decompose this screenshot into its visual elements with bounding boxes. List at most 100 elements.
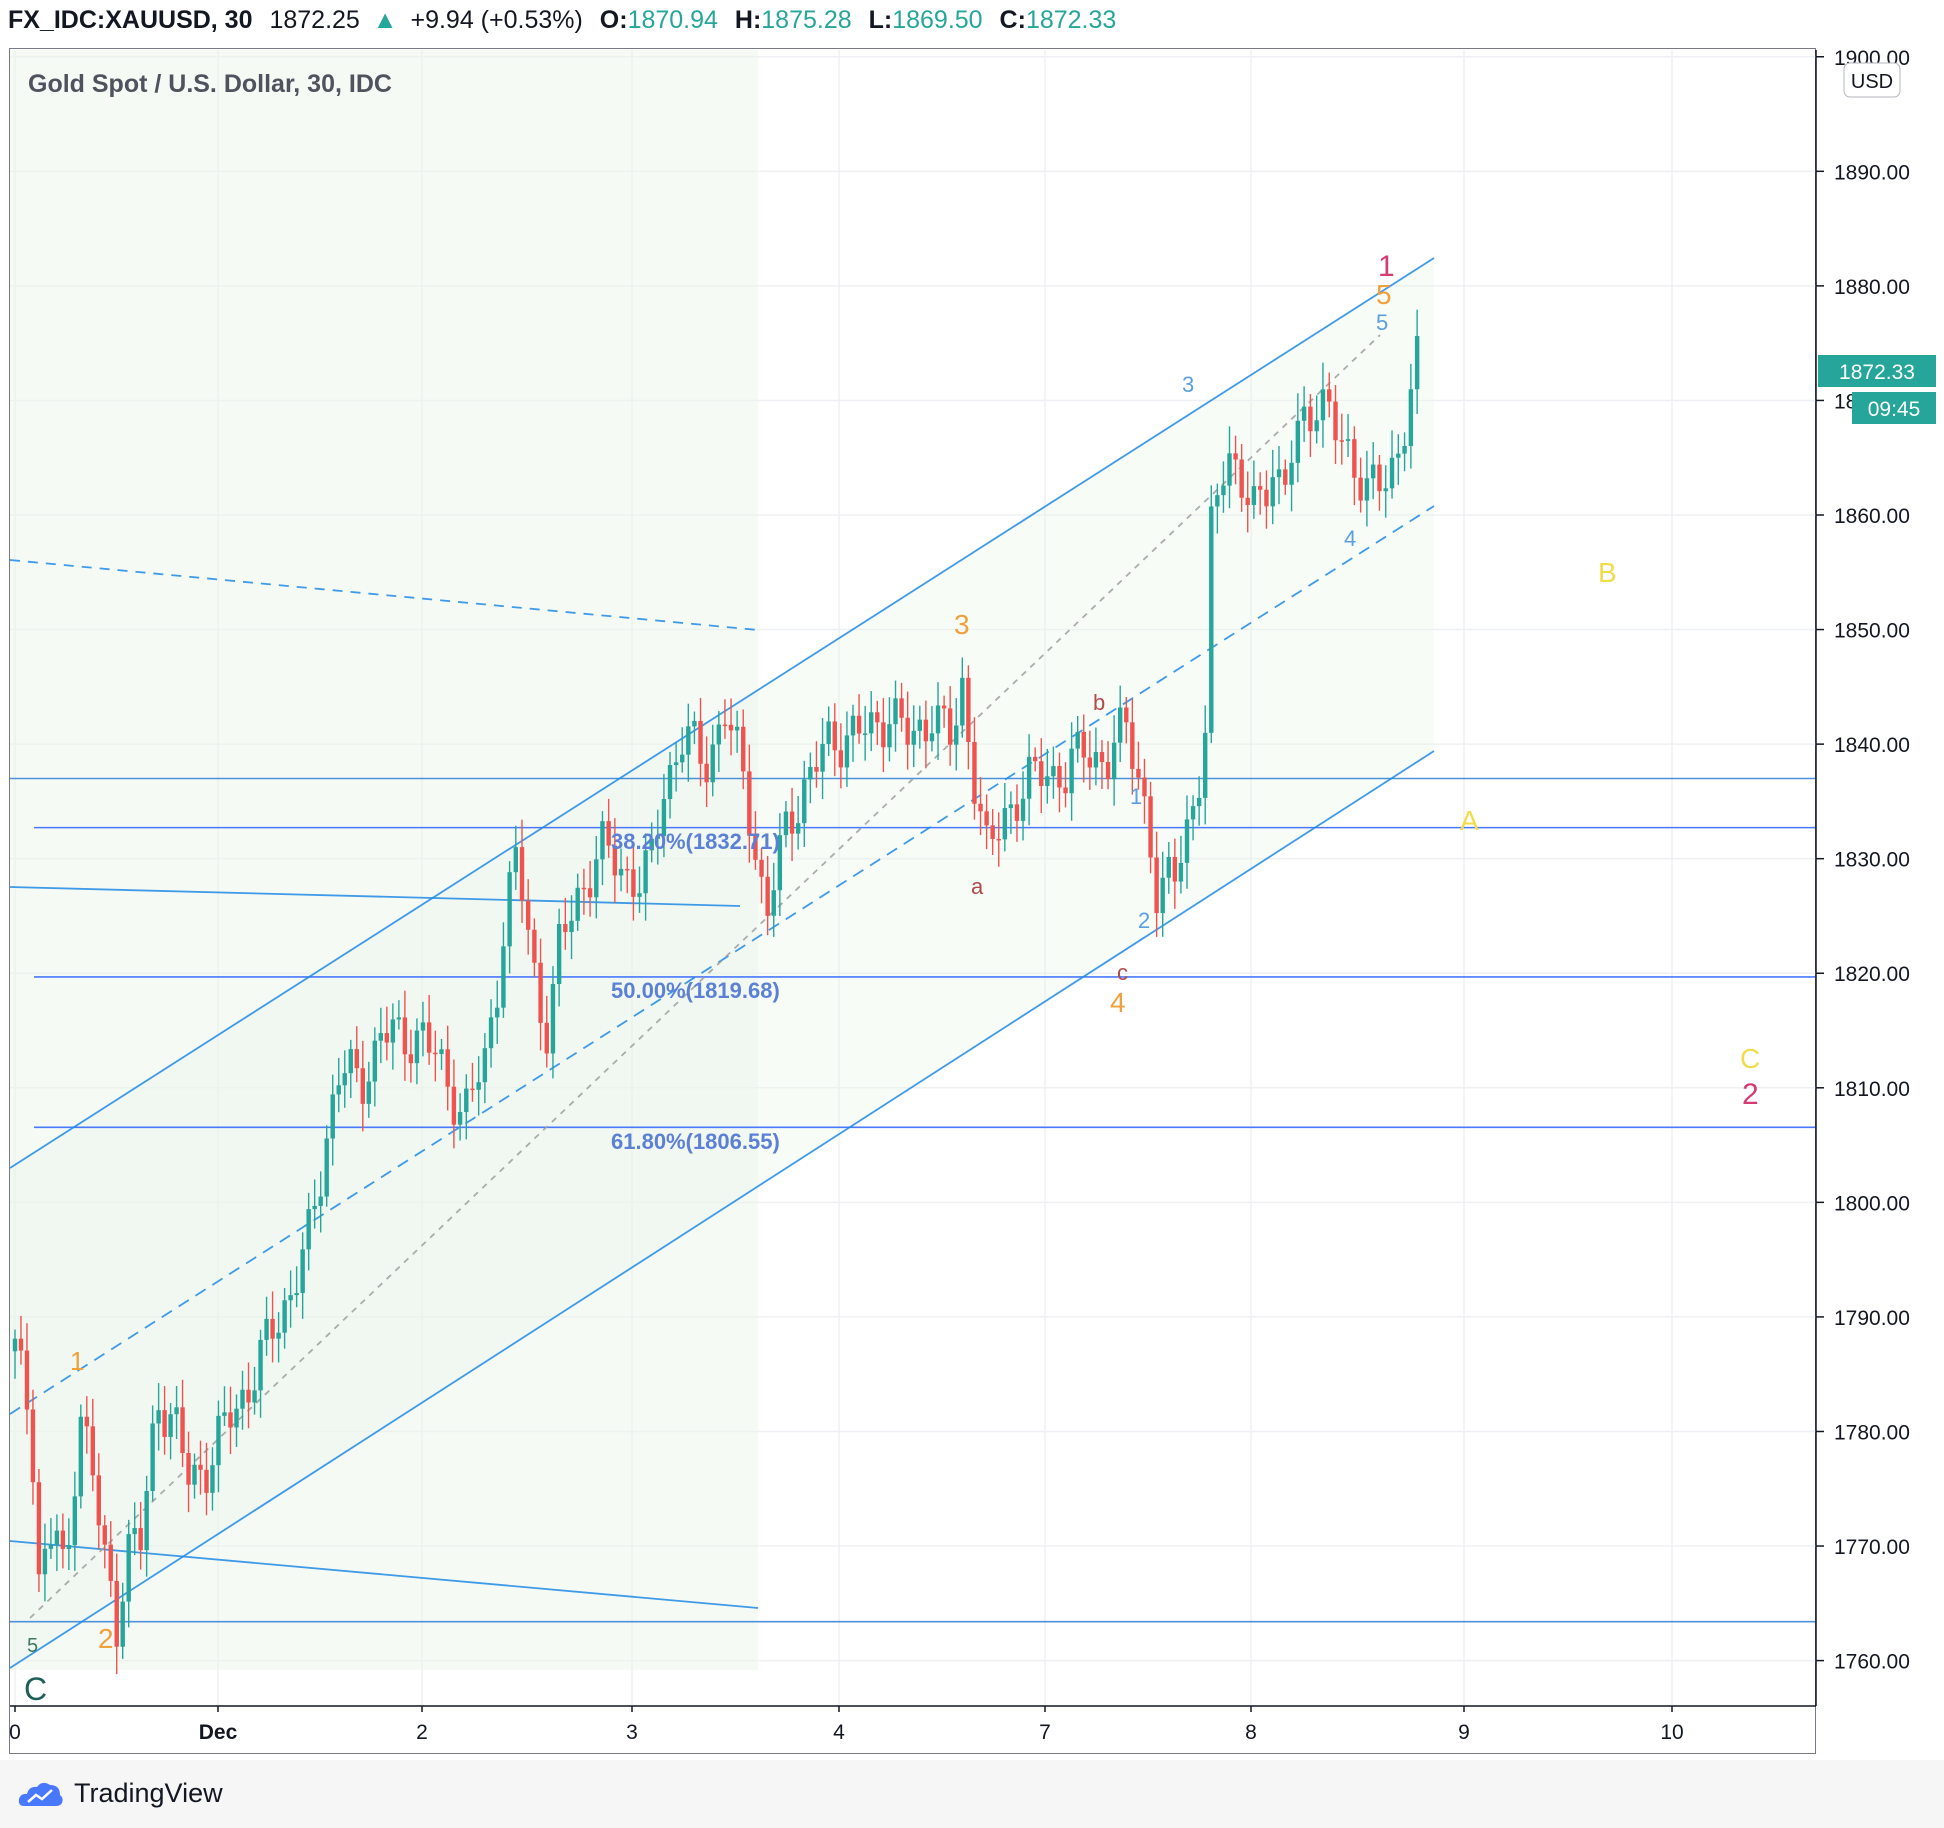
high-value: 1875.28 — [761, 6, 852, 34]
candle-body-177 — [1087, 757, 1093, 768]
candle-body-23 — [150, 1423, 155, 1492]
candle-body-125 — [771, 890, 776, 916]
wave-red-1: 1 — [1378, 250, 1395, 283]
candle-body-148 — [911, 730, 916, 745]
candle-body-228 — [1402, 445, 1407, 454]
candle-body-62 — [384, 1033, 390, 1043]
candle-body-11 — [78, 1416, 84, 1497]
up-arrow-icon: ▲ — [372, 6, 398, 34]
candle-body-25 — [162, 1410, 167, 1437]
candle-body-19 — [126, 1534, 131, 1602]
candle-body-92 — [569, 920, 574, 933]
candle-body-182 — [1117, 707, 1123, 743]
x-tick-label-8: 10 — [1660, 1721, 1683, 1744]
candle-body-97 — [600, 821, 605, 860]
candle-body-99 — [612, 845, 618, 876]
candle-body-197 — [1209, 506, 1214, 733]
currency-badge[interactable] — [1843, 62, 1901, 98]
candle-body-135 — [832, 721, 837, 751]
wave-blue-4: 4 — [1344, 526, 1356, 551]
wave-orange-2: 2 — [98, 1623, 114, 1654]
candle-body-187 — [1148, 796, 1153, 858]
candle-body-108 — [667, 765, 673, 800]
candle-body-162 — [996, 838, 1001, 841]
wave-b: b — [1093, 690, 1105, 715]
candle-body-72 — [445, 1049, 450, 1087]
candle-body-75 — [464, 1088, 469, 1113]
legend-title: Gold Spot / U.S. Dollar, 30, IDC — [28, 70, 392, 98]
candle-body-117 — [722, 724, 728, 727]
candle-body-201 — [1233, 453, 1238, 460]
candle-body-147 — [905, 717, 910, 745]
candle-body-190 — [1166, 856, 1171, 878]
candle-body-101 — [625, 868, 630, 871]
candle-body-181 — [1111, 742, 1117, 780]
candle-body-55 — [342, 1073, 347, 1086]
candles — [12, 309, 1420, 1675]
countdown-tag-value: 09:45 — [1868, 398, 1921, 421]
candle-body-209 — [1283, 469, 1288, 485]
candle-body-60 — [372, 1040, 378, 1082]
candle-body-47 — [294, 1293, 299, 1296]
candle-body-17 — [114, 1580, 119, 1647]
candle-body-205 — [1257, 486, 1263, 490]
candle-body-161 — [990, 825, 995, 839]
candle-body-109 — [673, 762, 679, 766]
horizontal-levels — [10, 777, 1816, 1623]
candle-body-130 — [802, 779, 807, 824]
candle-body-127 — [783, 811, 789, 836]
candle-body-82 — [507, 872, 512, 947]
candle-body-94 — [581, 887, 587, 890]
y-tick-label-13: 1890.00 — [1834, 161, 1910, 184]
tradingview-wordmark: TradingView — [74, 1777, 223, 1808]
candle-body-222 — [1364, 478, 1370, 501]
wave-orange-5: 5 — [1376, 279, 1392, 310]
candle-body-202 — [1239, 459, 1244, 498]
candle-body-124 — [765, 876, 770, 916]
trendlines — [9, 257, 1435, 1669]
y-tick-label-3: 1790.00 — [1834, 1307, 1910, 1330]
trendline-1 — [9, 750, 1435, 1669]
candle-body-179 — [1099, 752, 1105, 762]
candle-body-150 — [923, 719, 929, 742]
candle-body-9 — [66, 1545, 72, 1549]
trendline-6 — [29, 334, 1381, 1619]
candle-body-220 — [1352, 439, 1357, 478]
candle-body-218 — [1339, 440, 1344, 442]
candle-body-0 — [12, 1338, 18, 1352]
axes: 1760.00 1770.00 1780.00 1790.00 1800.00 1810.… — [9, 47, 1910, 1744]
price-chart[interactable]: 1760.00 1770.00 1780.00 1790.00 1800.00 1810.… — [0, 0, 1944, 1760]
candle-body-138 — [850, 715, 856, 736]
candle-body-229 — [1408, 389, 1414, 446]
tradingview-logo[interactable]: TradingView — [18, 1775, 223, 1811]
last-price: 1872.25 — [269, 6, 360, 34]
candle-body-88 — [544, 1022, 549, 1054]
trendline-4 — [9, 886, 741, 907]
candle-body-44 — [276, 1332, 281, 1339]
y-tick-label-7: 1830.00 — [1834, 849, 1910, 872]
candle-body-5 — [42, 1548, 48, 1575]
y-tick-label-0: 1760.00 — [1834, 1651, 1910, 1674]
candle-body-123 — [759, 859, 764, 877]
candle-body-8 — [60, 1530, 66, 1549]
candle-body-171 — [1051, 766, 1056, 777]
candle-body-3 — [30, 1409, 36, 1483]
high-label: H: — [734, 6, 762, 34]
candle-body-102 — [631, 869, 636, 897]
candle-body-132 — [814, 767, 819, 772]
candle-body-42 — [264, 1318, 269, 1340]
footer-bar — [0, 1760, 1944, 1828]
candle-body-193 — [1184, 819, 1190, 863]
symbol-name[interactable]: FX_IDC:XAUUSD, 30 — [8, 6, 253, 34]
candle-body-118 — [728, 724, 734, 731]
candle-body-71 — [439, 1049, 444, 1054]
candle-body-217 — [1333, 401, 1338, 441]
fib-618-label: 61.80%(1806.55) — [611, 1129, 780, 1154]
y-tick-label-9: 1850.00 — [1834, 620, 1910, 643]
y-tick-label-4: 1800.00 — [1834, 1192, 1910, 1215]
candle-body-38 — [240, 1389, 245, 1409]
candle-body-122 — [753, 835, 758, 860]
candle-body-203 — [1245, 497, 1250, 505]
wave-orange-4: 4 — [1110, 987, 1126, 1018]
candle-body-36 — [228, 1412, 233, 1428]
